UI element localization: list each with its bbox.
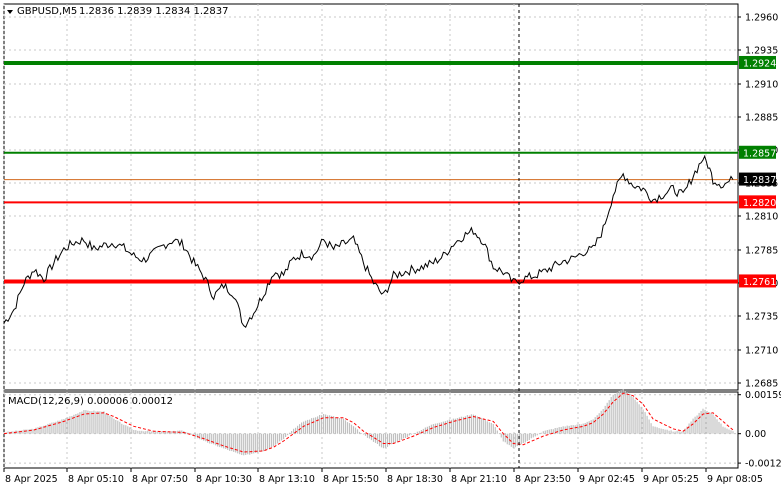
time-tick-label: 8 Apr 10:30 — [196, 474, 252, 485]
level-label-box-1.2820 — [739, 195, 776, 209]
ohlc-label: 1.2836 1.2839 1.2834 1.2837 — [79, 6, 229, 17]
level-labels: 1.2924 1.2857 1.2837 1.2820 1.2761 — [739, 55, 776, 288]
collapse-triangle-icon[interactable] — [7, 10, 13, 14]
level-lines — [4, 60, 738, 284]
price-tick-label: 1.2685 — [745, 379, 778, 390]
macd-axis: 0.00159 0.00 -0.0012 — [738, 390, 781, 470]
level-label-box-1.2761 — [739, 274, 776, 288]
macd-tick-label: 0.00 — [745, 429, 766, 440]
macd-series — [3, 389, 734, 456]
price-tick-label: 1.2910 — [745, 80, 778, 91]
price-series — [3, 154, 734, 328]
price-tick-label: 1.2960 — [745, 13, 778, 24]
time-tick-label: 9 Apr 08:05 — [707, 474, 763, 485]
price-tick-label: 1.2710 — [745, 346, 778, 357]
time-tick-label: 9 Apr 05:25 — [643, 474, 699, 485]
level-label-box-1.2924 — [739, 55, 776, 69]
time-tick-label: 8 Apr 18:30 — [387, 474, 443, 485]
time-tick-label: 8 Apr 15:50 — [323, 474, 379, 485]
level-label-1.2924: 1.2924 — [743, 58, 776, 69]
time-tick-label: 8 Apr 23:50 — [515, 474, 571, 485]
time-tick-label: 8 Apr 05:10 — [68, 474, 124, 485]
macd-tick-label: -0.0012 — [745, 459, 781, 470]
time-tick-label: 8 Apr 2025 — [5, 474, 58, 485]
macd-tick-label: 0.00159 — [745, 390, 781, 401]
level-label-box-1.2837 — [739, 172, 776, 186]
time-axis: 8 Apr 2025 8 Apr 05:10 8 Apr 07:50 8 Apr 10… — [3, 468, 763, 485]
time-tick-label: 9 Apr 02:45 — [579, 474, 635, 485]
level-label-1.2857: 1.2857 — [743, 148, 776, 159]
price-tick-label: 1.2735 — [745, 312, 778, 323]
macd-label: MACD(12,26,9) 0.00006 0.00012 — [8, 396, 173, 407]
level-label-1.2837: 1.2837 — [743, 175, 776, 186]
price-tick-label: 1.2785 — [745, 246, 778, 257]
time-tick-label: 8 Apr 21:10 — [451, 474, 507, 485]
price-tick-label: 1.2810 — [745, 212, 778, 223]
level-label-1.2761: 1.2761 — [743, 277, 776, 288]
main-plot-frame — [3, 3, 739, 391]
time-tick-label: 8 Apr 07:50 — [132, 474, 188, 485]
symbol-label: GBPUSD,M5 — [17, 6, 77, 17]
time-tick-label: 8 Apr 13:10 — [259, 474, 315, 485]
price-tick-label: 1.2935 — [745, 46, 778, 57]
price-tick-label: 1.2885 — [745, 113, 778, 124]
level-label-1.2820: 1.2820 — [743, 198, 776, 209]
price-line — [3, 154, 734, 328]
macd-signal-line — [3, 392, 734, 453]
level-label-box-1.2857 — [739, 145, 776, 159]
